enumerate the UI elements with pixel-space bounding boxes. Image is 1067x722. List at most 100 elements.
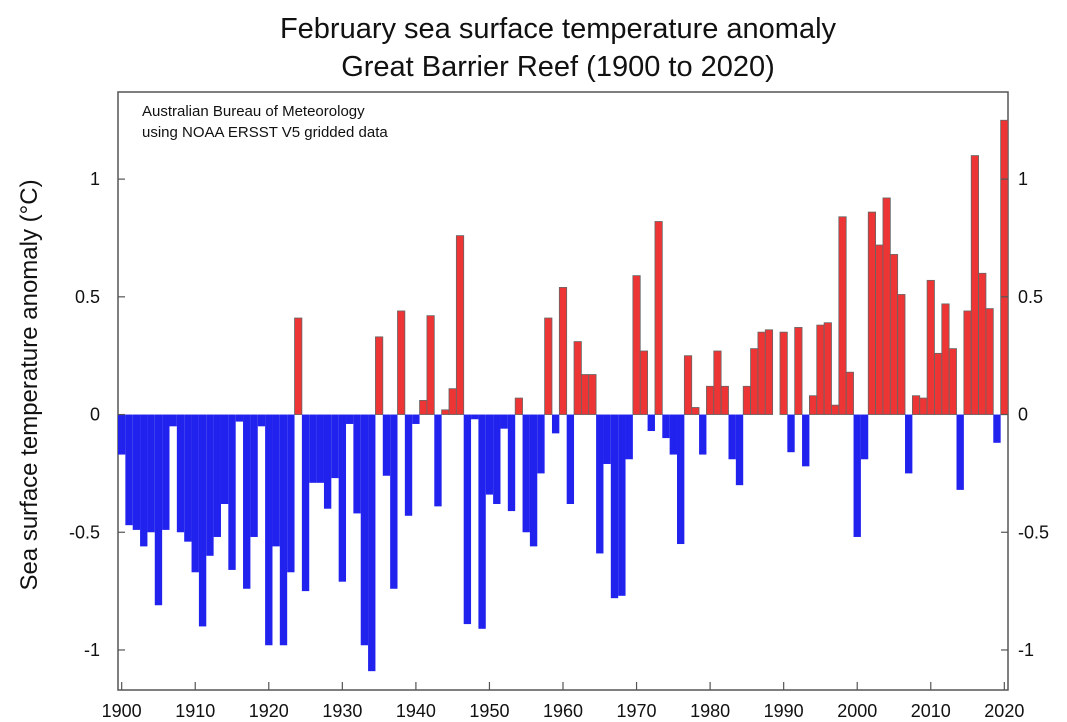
bar-1903 bbox=[140, 414, 148, 547]
bar-1928 bbox=[323, 414, 332, 509]
bar-1960 bbox=[558, 287, 568, 415]
source-note-line-1: Australian Bureau of Meteorology bbox=[142, 103, 365, 120]
bar-1947 bbox=[463, 414, 472, 625]
bar-1915 bbox=[228, 414, 236, 570]
bar-1988 bbox=[764, 329, 774, 415]
bar-2010 bbox=[926, 279, 935, 415]
bar-1976 bbox=[677, 414, 685, 545]
bar-1944 bbox=[441, 409, 450, 415]
bar-1999 bbox=[845, 371, 854, 415]
bar-1986 bbox=[750, 348, 759, 415]
bar-1904 bbox=[147, 414, 155, 533]
axis-ticks: -1 -1 -0.5 -0.5 0 0 0.5 0.5 1 1 1900 1910 1920 1930 19… bbox=[69, 169, 1049, 721]
bar-2000 bbox=[853, 414, 861, 537]
bar-1979 bbox=[699, 414, 707, 455]
bar-1925 bbox=[301, 414, 310, 592]
bar-1956 bbox=[529, 414, 538, 547]
bar-1962 bbox=[573, 341, 582, 415]
bar-1961 bbox=[566, 414, 575, 504]
bar-1993 bbox=[802, 414, 810, 467]
bar-1942 bbox=[426, 315, 435, 415]
x-tick-label: 1920 bbox=[249, 701, 289, 721]
bar-1902 bbox=[132, 414, 141, 530]
bar-1922 bbox=[279, 414, 288, 646]
y-tick-label-left: 0 bbox=[90, 405, 100, 425]
bar-1936 bbox=[382, 414, 391, 476]
bar-1991 bbox=[787, 414, 795, 453]
y-tick-label-right: 0 bbox=[1018, 405, 1028, 425]
y-tick-label-right: -1 bbox=[1018, 640, 1034, 660]
bar-2002 bbox=[867, 211, 877, 415]
chart-title: February sea surface temperature anomaly bbox=[280, 13, 837, 45]
bar-1933 bbox=[360, 414, 369, 646]
bar-1963 bbox=[580, 374, 590, 415]
bar-1927 bbox=[316, 414, 324, 483]
bar-1990 bbox=[779, 331, 788, 415]
bar-1923 bbox=[287, 414, 295, 573]
bar-1921 bbox=[272, 414, 280, 547]
bar-1972 bbox=[647, 414, 655, 432]
bar-1998 bbox=[838, 216, 847, 415]
bar-1973 bbox=[654, 221, 663, 415]
bar-1920 bbox=[265, 414, 273, 646]
bar-1983 bbox=[728, 414, 736, 460]
x-tick-label: 1930 bbox=[322, 701, 362, 721]
bar-1900 bbox=[118, 414, 126, 455]
x-tick-label: 2020 bbox=[984, 701, 1024, 721]
x-tick-label: 1900 bbox=[102, 701, 142, 721]
bar-1905 bbox=[154, 414, 163, 606]
bar-1987 bbox=[757, 331, 766, 415]
bar-1948 bbox=[471, 414, 479, 420]
bar-1929 bbox=[331, 414, 339, 479]
x-tick-label: 1980 bbox=[690, 701, 730, 721]
bar-1959 bbox=[551, 414, 560, 434]
bar-1953 bbox=[507, 414, 516, 512]
bar-1985 bbox=[742, 385, 751, 415]
bar-1935 bbox=[375, 336, 384, 415]
bar-1981 bbox=[713, 350, 722, 415]
bar-1901 bbox=[125, 414, 133, 526]
bar-2013 bbox=[948, 348, 957, 415]
bar-1909 bbox=[184, 414, 192, 542]
bar-2006 bbox=[897, 294, 906, 415]
bar-1910 bbox=[191, 414, 199, 573]
bar-2015 bbox=[963, 310, 972, 415]
bar-1908 bbox=[176, 414, 185, 533]
bar-2001 bbox=[860, 414, 869, 460]
x-tick-label: 1960 bbox=[543, 701, 583, 721]
bar-2003 bbox=[875, 244, 884, 415]
bar-1977 bbox=[683, 355, 693, 415]
bar-1945 bbox=[448, 388, 457, 415]
bar-2004 bbox=[882, 197, 891, 415]
bar-1984 bbox=[735, 414, 744, 486]
bar-1941 bbox=[419, 400, 428, 415]
bar-1949 bbox=[478, 414, 486, 629]
bar-1965 bbox=[596, 414, 604, 554]
x-tick-label: 2000 bbox=[837, 701, 877, 721]
bar-1940 bbox=[412, 414, 420, 424]
bar-1975 bbox=[669, 414, 678, 455]
bar-2016 bbox=[970, 155, 979, 415]
bar-1951 bbox=[493, 414, 501, 504]
y-tick-label-right: 1 bbox=[1018, 169, 1028, 189]
bar-1950 bbox=[485, 414, 494, 495]
bar-1992 bbox=[794, 327, 803, 415]
y-axis-label: Sea surface temperature anomaly (°C) bbox=[16, 179, 43, 590]
y-tick-label-right: -0.5 bbox=[1018, 522, 1049, 542]
bar-1911 bbox=[198, 414, 207, 627]
x-tick-label: 1950 bbox=[469, 701, 509, 721]
bar-2020 bbox=[1000, 119, 1009, 415]
y-tick-label-right: 0.5 bbox=[1018, 287, 1043, 307]
bar-1918 bbox=[250, 414, 258, 537]
bar-1980 bbox=[706, 385, 715, 415]
bar-1957 bbox=[537, 414, 545, 474]
bar-2008 bbox=[911, 395, 921, 415]
bar-1955 bbox=[522, 414, 530, 533]
bar-1966 bbox=[603, 414, 611, 464]
bar-1907 bbox=[169, 414, 177, 427]
bar-2018 bbox=[985, 308, 994, 415]
bar-1982 bbox=[720, 385, 729, 415]
bar-1932 bbox=[353, 414, 361, 514]
bar-1924 bbox=[294, 317, 303, 415]
bar-1974 bbox=[662, 414, 670, 439]
